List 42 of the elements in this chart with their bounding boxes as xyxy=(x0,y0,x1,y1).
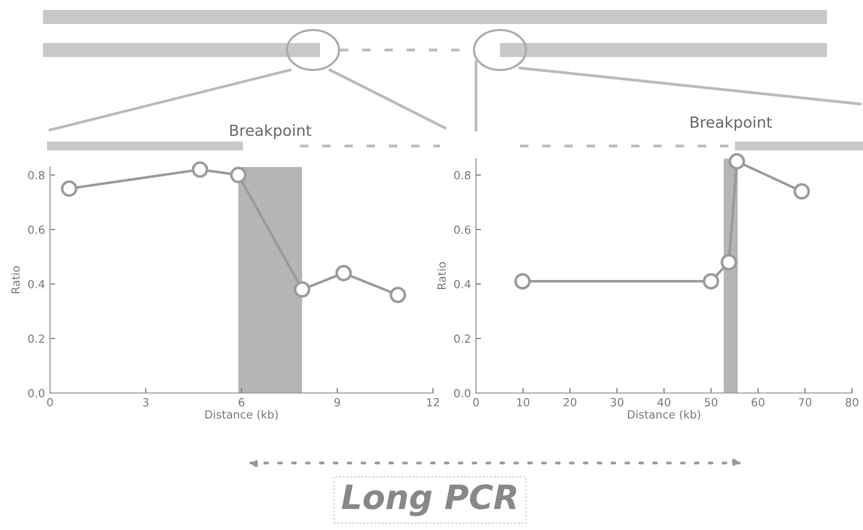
y-tick-label: 0.6 xyxy=(28,225,44,234)
y-tick-label: 0.6 xyxy=(454,225,470,234)
x-tick-label: 40 xyxy=(657,398,670,406)
point xyxy=(390,286,406,304)
y-tick-label: 0.8 xyxy=(454,170,470,180)
band-label: Breakpoint xyxy=(230,124,312,140)
x-tick-label: 0 xyxy=(473,398,479,406)
x-tick-label: 50 xyxy=(704,398,718,406)
y-tick-label: 0.2 xyxy=(28,334,44,343)
text: Long PCR xyxy=(342,484,516,516)
x-axis-title: Distance (kb) xyxy=(628,410,700,420)
x-axis-title: Distance (kb) xyxy=(205,410,278,420)
x-tick-label: 30 xyxy=(610,398,624,406)
x-tick-label: 20 xyxy=(564,398,576,406)
x-tick-label: 3 xyxy=(143,398,148,406)
point xyxy=(192,161,208,178)
y-tick-label: 0.0 xyxy=(454,388,470,398)
y-tick-label: 0.8 xyxy=(28,170,44,180)
x-tick-label: 70 xyxy=(798,398,812,406)
band-label: Breakpoint xyxy=(690,116,772,131)
point xyxy=(702,273,720,290)
point xyxy=(720,254,738,270)
point xyxy=(294,281,310,298)
x-tick-label: 9 xyxy=(334,398,340,406)
y-axis-title: Ratio xyxy=(437,262,446,289)
x-tick-label: 12 xyxy=(427,398,439,406)
point xyxy=(60,180,78,197)
point xyxy=(230,166,247,184)
y-tick-label: 0.4 xyxy=(28,280,45,288)
x-tick-label: 6 xyxy=(238,398,244,406)
point xyxy=(794,183,810,200)
x-tick-label: 10 xyxy=(517,398,530,406)
y-tick-label: 0.2 xyxy=(454,334,470,343)
y-axis-title: Ratio xyxy=(11,266,20,294)
point xyxy=(514,273,531,290)
x-tick-label: 0 xyxy=(47,398,53,406)
x-tick-label: 80 xyxy=(846,398,858,406)
point xyxy=(335,264,352,282)
y-tick-label: 0.0 xyxy=(28,388,44,398)
point xyxy=(728,153,746,170)
y-tick-label: 0.4 xyxy=(454,280,471,288)
x-tick-label: 60 xyxy=(752,398,764,406)
